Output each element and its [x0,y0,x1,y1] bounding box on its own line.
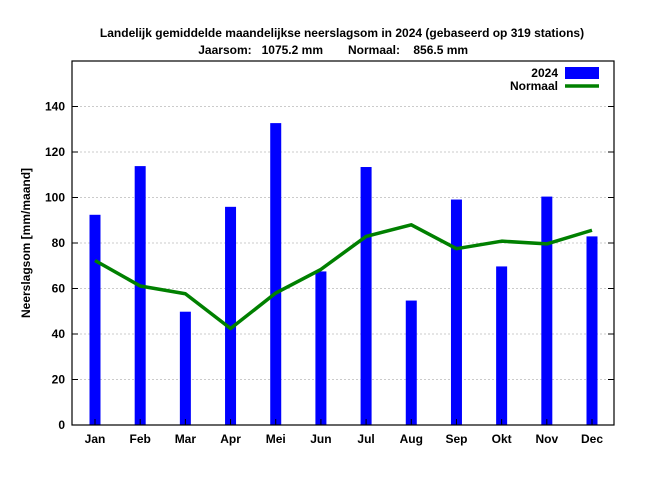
x-tick-label: Okt [492,432,512,446]
bar-feb [134,166,146,426]
legend: 2024 Normaal [510,66,599,93]
x-tick-label: Feb [130,432,151,446]
x-tick-label: Jan [85,432,106,446]
legend-label-2024: 2024 [531,66,558,80]
bar-nov [541,196,553,425]
bar-aug [405,300,417,425]
bar-jun [315,271,327,425]
bar-okt [496,266,508,425]
chart-title: Landelijk gemiddelde maandelijkse neersl… [100,26,584,40]
legend-swatch-2024 [565,67,599,79]
x-tick-label: Sep [445,432,467,446]
bar-mar [179,311,191,425]
y-tick-label: 140 [45,100,65,114]
bar-dec [586,236,598,425]
bar-sep [450,199,462,425]
x-tick-label: Jun [310,432,331,446]
y-tick-label: 80 [52,236,66,250]
bar-apr [225,206,237,425]
bar-jan [89,214,101,425]
x-tick-label: Mei [266,432,286,446]
subtitle-annual-sum: Jaarsom: 1075.2 mm [198,43,323,57]
y-tick-label: 20 [52,373,66,387]
normal-line [94,223,593,331]
subtitle-normal-sum: Normaal: 856.5 mm [348,43,468,57]
x-tick-label: Mar [175,432,197,446]
y-tick-label: 100 [45,191,65,205]
y-axis-label: Neerslagsom [mm/maand] [19,168,33,318]
y-tick-label: 60 [52,282,66,296]
x-tick-label: Jul [357,432,374,446]
y-tick-label: 40 [52,327,66,341]
x-tick-label: Apr [220,432,241,446]
y-tick-label: 0 [58,418,65,432]
x-tick-label: Dec [581,432,603,446]
x-tick-label: Nov [535,432,558,446]
bar-jul [360,167,372,425]
legend-label-normaal: Normaal [510,79,558,93]
y-tick-label: 120 [45,145,65,159]
bar-mei [270,123,282,426]
x-tick-label: Aug [400,432,423,446]
